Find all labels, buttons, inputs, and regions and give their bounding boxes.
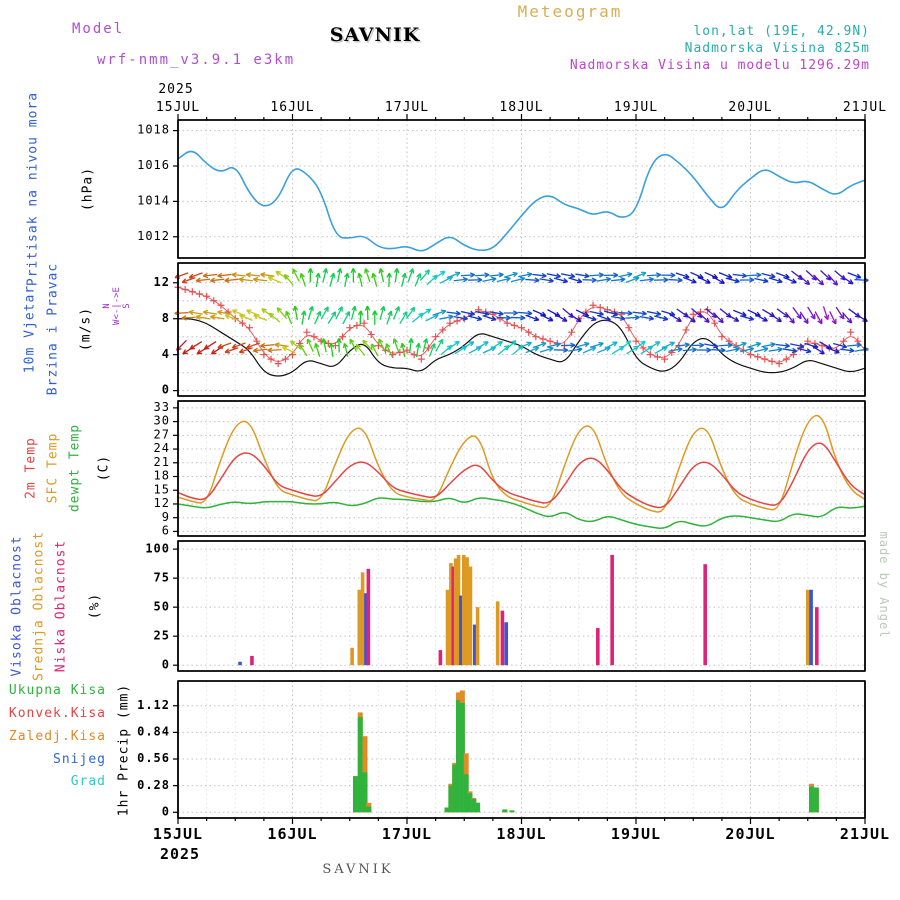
- precip-snow-label: Snijeg: [53, 752, 106, 767]
- precip-stratiform-label: Zaledj.Kisa: [8, 729, 106, 744]
- pressure-axis-label: Pritisak na nivou mora: [25, 91, 41, 287]
- compass-south-label: S: [122, 303, 132, 309]
- station-title: SAVNIK: [329, 24, 421, 46]
- model-elevation: Nadmorska Visina u modelu 1296.29m: [569, 58, 870, 73]
- cloud-high-label: Visoka Oblacnost: [9, 535, 25, 677]
- station-lonlat: lon,lat (19E, 42.9N): [693, 24, 870, 39]
- temp-unit-label: (C): [96, 454, 112, 482]
- watermark: made by Angel: [877, 531, 891, 639]
- wind-unit-label: (m/s): [78, 306, 94, 352]
- cloud-mid-label: Srednja Oblacnost: [31, 530, 47, 682]
- cloud-unit-label: (%): [87, 592, 103, 620]
- precip-total-label: Ukupna Kisa: [8, 683, 106, 698]
- temp-sfc-label: SFC Temp: [45, 432, 61, 504]
- precip-unit-label: 1hr Precip (mm): [116, 683, 132, 817]
- wind-direction-compass: N W<-|->E S: [102, 287, 132, 325]
- wind-axis-label-2: Brzina i Pravac: [45, 262, 61, 396]
- model-label: Model: [72, 21, 125, 37]
- precip-hail-label: Grad: [70, 774, 106, 789]
- wind-axis-label-1: 10m Vjetar: [22, 284, 38, 374]
- app-title: Meteogram: [517, 2, 623, 21]
- compass-west-east-label: W<-|->E: [112, 287, 122, 325]
- compass-north-label: N: [102, 303, 112, 309]
- footer-station: SAVNIK: [322, 862, 394, 877]
- precip-convective-label: Konvek.Kisa: [8, 706, 106, 721]
- station-elevation: Nadmorska Visina 825m: [684, 41, 870, 56]
- temp-2m-label: 2m Temp: [23, 437, 39, 499]
- cloud-low-label: Niska Oblacnost: [53, 539, 69, 673]
- temp-dewpt-label: dewpt Temp: [67, 423, 83, 513]
- model-name: wrf-nmm_v3.9.1 e3km: [97, 52, 296, 68]
- pressure-unit-label: (hPa): [80, 166, 96, 212]
